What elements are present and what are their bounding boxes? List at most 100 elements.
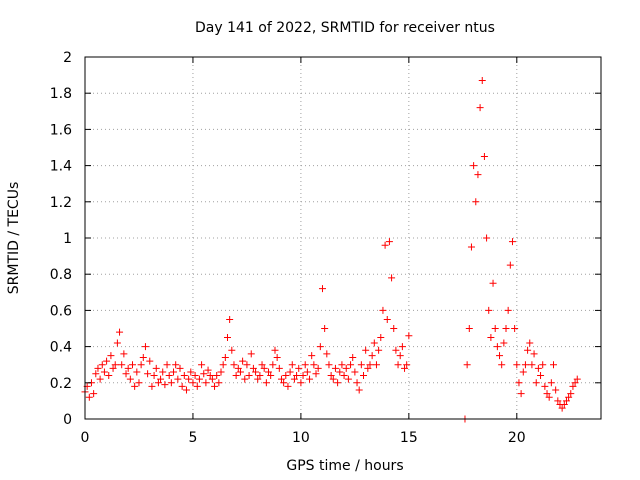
data-point <box>489 279 497 287</box>
data-point <box>506 261 514 269</box>
y-tick-label: 1.6 <box>50 122 72 138</box>
data-point <box>100 368 108 376</box>
data-point <box>530 350 538 358</box>
data-point <box>396 352 404 360</box>
data-point <box>286 368 294 376</box>
data-point <box>202 379 210 387</box>
data-point <box>98 361 106 369</box>
y-tick-labels: 0 0.2 0.4 0.6 0.8 1 1.2 1.4 1.6 1.8 2 <box>50 50 72 428</box>
data-point <box>537 372 545 380</box>
data-point <box>463 361 471 369</box>
data-point <box>290 375 298 383</box>
data-point <box>355 386 363 394</box>
data-point <box>476 104 484 112</box>
data-point <box>554 397 562 405</box>
data-point <box>92 370 100 378</box>
y-tick-label: 0.4 <box>50 340 72 356</box>
data-point <box>483 234 491 242</box>
data-point <box>351 368 359 376</box>
data-point <box>150 372 158 380</box>
data-point <box>569 382 577 390</box>
data-point <box>271 346 279 354</box>
data-point <box>208 375 216 383</box>
data-point <box>480 153 488 161</box>
y-tick-label: 2 <box>63 50 72 66</box>
data-point <box>405 332 413 340</box>
data-point <box>565 393 573 401</box>
data-point <box>167 379 175 387</box>
data-point <box>470 162 478 170</box>
x-tick-label: 20 <box>508 430 526 446</box>
data-point <box>247 350 255 358</box>
data-point <box>113 339 121 347</box>
data-point <box>191 372 199 380</box>
data-point <box>105 372 113 380</box>
data-point <box>267 372 275 380</box>
data-point <box>144 370 152 378</box>
data-point <box>198 361 206 369</box>
data-point <box>360 372 368 380</box>
x-tick-labels: 0 5 10 15 20 <box>81 430 526 446</box>
data-point <box>496 352 504 360</box>
data-point <box>301 361 309 369</box>
data-point <box>141 343 149 351</box>
data-point <box>135 379 143 387</box>
data-point <box>500 339 508 347</box>
data-point <box>364 364 372 372</box>
tick-marks <box>84 56 601 420</box>
x-tick-label: 15 <box>400 430 418 446</box>
data-point <box>90 390 98 398</box>
data-point <box>265 368 273 376</box>
data-point <box>474 171 482 179</box>
data-point <box>185 375 193 383</box>
data-point <box>498 361 506 369</box>
data-point <box>297 379 305 387</box>
y-tick-label: 0 <box>63 412 72 428</box>
data-point <box>329 375 337 383</box>
data-point <box>344 375 352 383</box>
x-tick-label: 10 <box>292 430 310 446</box>
data-point <box>293 372 301 380</box>
data-point <box>366 361 374 369</box>
data-point <box>241 375 249 383</box>
data-point <box>131 382 139 390</box>
data-point <box>232 372 240 380</box>
data-point <box>394 361 402 369</box>
data-point <box>379 306 387 314</box>
data-points <box>81 77 581 423</box>
data-point <box>170 368 178 376</box>
data-point <box>236 368 244 376</box>
data-point <box>534 364 542 372</box>
data-point <box>161 381 169 389</box>
data-point <box>487 334 495 342</box>
data-point <box>504 306 512 314</box>
data-point <box>243 361 251 369</box>
data-point <box>273 353 281 361</box>
data-point <box>234 364 242 372</box>
data-point <box>485 306 493 314</box>
data-point <box>552 386 560 394</box>
data-point <box>193 382 201 390</box>
data-point <box>284 382 292 390</box>
data-point <box>381 241 389 249</box>
data-point <box>211 382 219 390</box>
data-point <box>314 364 322 372</box>
data-point <box>325 361 333 369</box>
data-point <box>349 353 357 361</box>
data-point <box>573 375 581 383</box>
data-point <box>204 366 212 374</box>
data-point <box>124 364 132 372</box>
data-point <box>269 361 277 369</box>
data-point <box>567 390 575 398</box>
data-point <box>545 393 553 401</box>
data-point <box>258 361 266 369</box>
data-point <box>532 379 540 387</box>
y-tick-label: 0.2 <box>50 376 72 392</box>
y-tick-label: 1.8 <box>50 86 72 102</box>
data-point <box>316 343 324 351</box>
data-point <box>116 328 124 336</box>
data-point <box>213 372 221 380</box>
data-point <box>398 343 406 351</box>
data-point <box>126 375 134 383</box>
data-point <box>336 368 344 376</box>
